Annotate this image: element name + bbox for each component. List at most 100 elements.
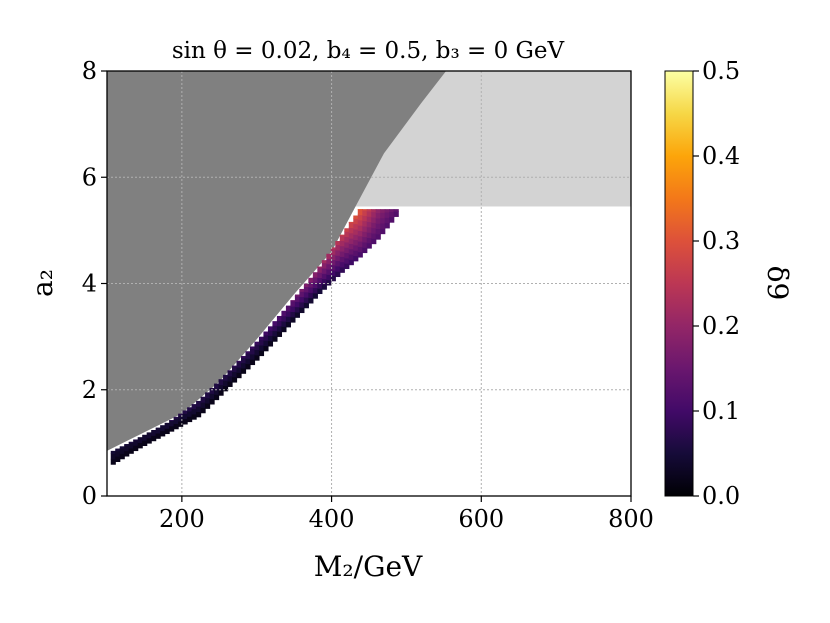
heatmap-cell	[115, 456, 121, 462]
heatmap-cell	[236, 360, 242, 363]
heatmap-cell	[348, 238, 354, 244]
heatmap-cell	[285, 310, 291, 317]
heatmap-cell	[267, 326, 274, 331]
heatmap-cell	[344, 241, 350, 248]
heatmap-cell	[128, 442, 134, 449]
heatmap-cell	[357, 251, 363, 258]
heatmap-cell	[339, 235, 345, 241]
heatmap-cell	[281, 315, 287, 322]
heatmap-cell	[348, 232, 354, 239]
heatmap-cell	[276, 331, 283, 337]
heatmap-cell	[317, 277, 323, 284]
heatmap-cell	[267, 335, 274, 342]
heatmap-cell	[290, 316, 296, 323]
heatmap-cell	[245, 351, 251, 354]
heatmap-cell	[389, 211, 395, 218]
y-tick-label: 0	[82, 482, 97, 510]
heatmap-cell	[146, 437, 152, 444]
heatmap-cell	[209, 387, 215, 394]
heatmap-cell	[178, 413, 184, 417]
heatmap-cell	[119, 448, 125, 454]
heatmap-cell	[348, 221, 354, 223]
heatmap-cell	[375, 217, 381, 224]
heatmap-cell	[371, 227, 377, 234]
heatmap-cell	[339, 261, 345, 268]
heatmap-cell	[236, 366, 242, 373]
heatmap-cell	[353, 228, 359, 235]
heatmap-cell	[160, 425, 166, 432]
heatmap-cell	[146, 432, 152, 439]
heatmap-cell	[232, 365, 238, 367]
heatmap-cell	[384, 209, 390, 213]
heatmap-cell	[196, 400, 202, 407]
heatmap-cell	[119, 446, 125, 449]
heatmap-cell	[236, 361, 242, 368]
heatmap-cell	[330, 259, 336, 266]
heatmap-cell	[312, 287, 318, 294]
heatmap-cell	[240, 362, 247, 369]
heatmap-cell	[178, 415, 184, 422]
heatmap-cell	[115, 450, 121, 457]
heatmap-cell	[245, 352, 251, 359]
heatmap-cell	[348, 248, 354, 255]
heatmap-cell	[110, 450, 116, 455]
heatmap-cell	[308, 277, 314, 283]
excluded-region-dark	[107, 71, 447, 451]
heatmap-cell	[317, 272, 323, 279]
heatmap-cell	[258, 350, 265, 357]
heatmap-cell	[366, 216, 372, 223]
heatmap-cell	[362, 236, 368, 243]
heatmap-cell	[366, 210, 372, 217]
heatmap-cell	[353, 244, 359, 251]
heatmap-cell	[357, 246, 363, 253]
heatmap-cell	[344, 263, 350, 270]
heatmap-cell	[249, 359, 256, 366]
heatmap-cell	[281, 326, 287, 333]
heatmap-cell	[223, 385, 229, 392]
heatmap-cell	[303, 302, 309, 309]
heatmap-cell	[223, 374, 229, 381]
heatmap-cell	[169, 420, 175, 427]
heatmap-cell	[272, 330, 278, 337]
heatmap-cell	[151, 429, 157, 436]
heatmap-cell	[299, 291, 305, 298]
heatmap-cell	[164, 422, 170, 429]
heatmap-cell	[303, 291, 309, 298]
heatmap-cell	[384, 211, 390, 218]
heatmap-cell	[362, 247, 368, 254]
plot-area	[107, 71, 631, 496]
heatmap-cell	[339, 250, 345, 257]
heatmap-cell	[263, 334, 269, 341]
heatmap-cell	[312, 292, 318, 299]
x-tick-label: 200	[159, 505, 205, 533]
heatmap-cell	[119, 453, 125, 460]
colorbar-tick-label: 0.1	[702, 397, 740, 425]
heatmap-cell	[200, 396, 206, 403]
heatmap-cell	[375, 233, 381, 240]
heatmap-cell	[285, 305, 291, 312]
y-axis-label: a₂	[26, 269, 59, 297]
heatmap-cell	[294, 301, 300, 308]
heatmap-cell	[312, 282, 318, 289]
heatmap-cell	[353, 215, 359, 219]
heatmap-cell	[371, 211, 377, 218]
heatmap-cell	[276, 320, 283, 327]
heatmap-cell	[330, 275, 336, 282]
y-tick-label: 6	[82, 163, 97, 191]
heatmap-cell	[375, 228, 381, 235]
heatmap-cell	[272, 335, 278, 342]
heatmap-cell	[227, 381, 233, 387]
heatmap-cell	[362, 225, 368, 232]
heatmap-cell	[227, 370, 233, 377]
heatmap-cell	[272, 325, 278, 332]
heatmap-cell	[137, 437, 143, 444]
heatmap-cell	[290, 300, 296, 307]
heatmap-cell	[330, 270, 336, 276]
heatmap-cell	[272, 321, 278, 326]
heatmap-cell	[128, 447, 134, 454]
heatmap-cell	[299, 288, 305, 292]
heatmap-cell	[344, 252, 350, 259]
heatmap-cell	[294, 295, 300, 302]
heatmap-cell	[339, 266, 345, 273]
heatmap-cell	[326, 268, 332, 275]
